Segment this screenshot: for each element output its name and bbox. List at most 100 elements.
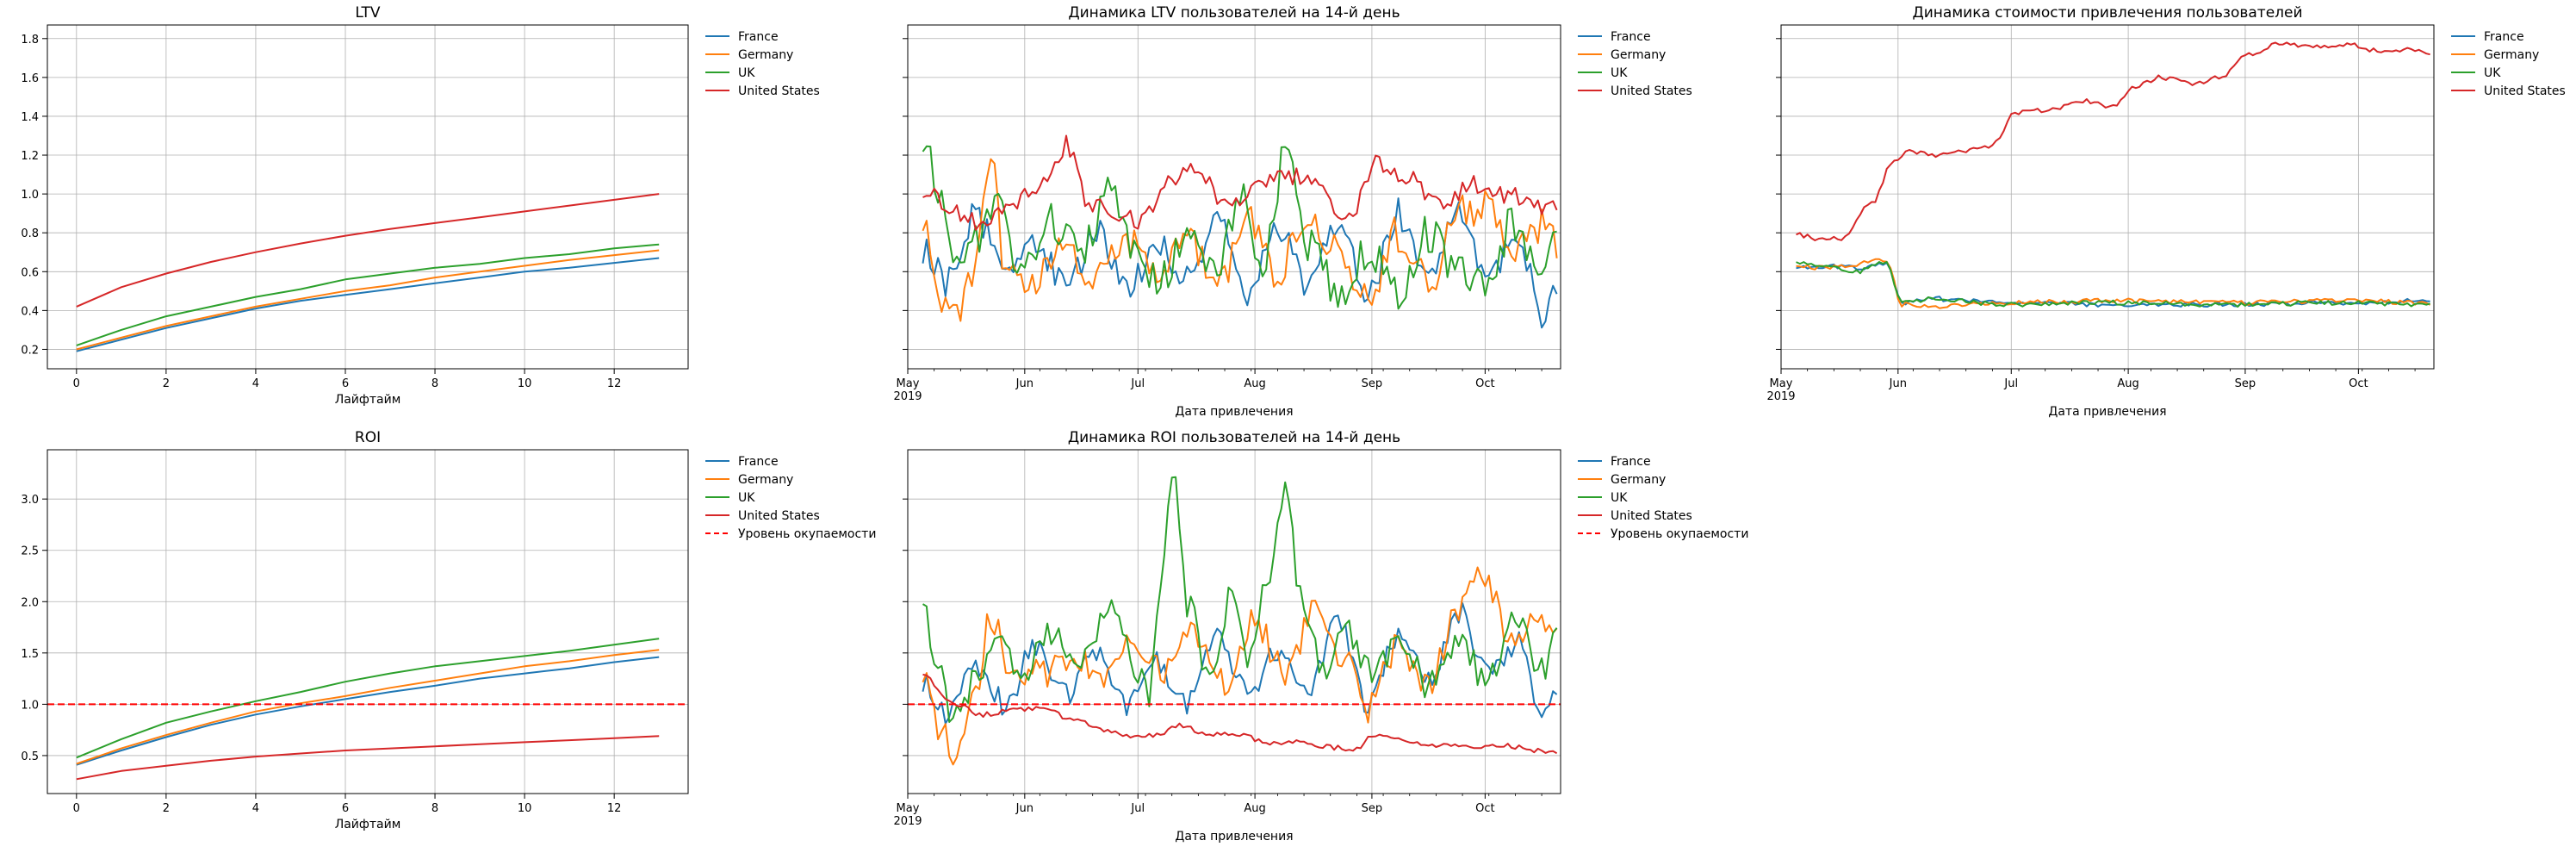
x-tick-label: 12 bbox=[607, 377, 622, 390]
legend-label: United States bbox=[2484, 84, 2566, 98]
series-line-germany bbox=[922, 158, 1558, 322]
series-line-france bbox=[922, 197, 1558, 329]
series-line-uk bbox=[1796, 261, 2430, 308]
x-tick-label: Jul bbox=[1130, 802, 1145, 815]
x-tick-label: 8 bbox=[431, 377, 438, 390]
legend: France Germany UK United States bbox=[705, 30, 820, 98]
series-group bbox=[76, 193, 660, 352]
legend-label: France bbox=[1611, 455, 1651, 469]
series-line-germany bbox=[922, 566, 1558, 766]
legend: France Germany UK United States bbox=[1578, 30, 1692, 98]
x-tick-label: 0 bbox=[73, 802, 80, 815]
x-tick-label: 0 bbox=[73, 377, 80, 390]
chart-ltv: 0 2 4 6 8 10 12 0.2 0.4 0.6 0.8 1.0 1.2 1.4 1.6 1.8 LTV Л… bbox=[21, 4, 820, 407]
y-tick-label: 1.6 bbox=[21, 72, 39, 85]
x-tick-label: 2 bbox=[163, 802, 170, 815]
series-line-uk bbox=[922, 145, 1557, 310]
chart-roi: 0 2 4 6 8 10 12 0.5 1.0 1.5 2.0 2.5 3.0 ROI Лайфтайм Fr… bbox=[21, 429, 876, 831]
x-tick-label: Jul bbox=[2003, 377, 2018, 390]
legend-label: France bbox=[1611, 30, 1651, 44]
x-tick-label: 4 bbox=[252, 377, 259, 390]
y-tick-label: 1.4 bbox=[21, 111, 39, 124]
chart-title: ROI bbox=[355, 429, 381, 446]
legend: France Germany UK United States Уровень окуп… bbox=[1578, 455, 1748, 541]
legend-label: UK bbox=[738, 66, 755, 80]
axes-frame bbox=[47, 24, 689, 370]
x-tick-label: Jun bbox=[1015, 802, 1034, 815]
x-tick-label: Sep bbox=[1362, 802, 1383, 815]
series-line-france bbox=[76, 257, 660, 352]
chart-title: Динамика стоимости привлечения пользоват… bbox=[1912, 4, 2302, 22]
series-group bbox=[1796, 41, 2431, 309]
y-tick-label: 0.5 bbox=[21, 750, 39, 763]
legend-label: France bbox=[738, 30, 779, 44]
legend-label: UK bbox=[2484, 66, 2501, 80]
x-tick-label: 6 bbox=[342, 377, 349, 390]
x-tick-label: 10 bbox=[518, 802, 532, 815]
series-line-united-states bbox=[922, 673, 1558, 755]
legend-label: Germany bbox=[738, 473, 793, 487]
y-tick-label: 0.2 bbox=[21, 344, 39, 357]
x-axis-label: Дата привлечения bbox=[1175, 405, 1293, 419]
legend: France Germany UK United States bbox=[2451, 30, 2566, 98]
chart-title: Динамика LTV пользователей на 14-й день bbox=[1068, 4, 1400, 22]
legend-label: Germany bbox=[1611, 473, 1666, 487]
x-tick-label: Sep bbox=[2235, 377, 2256, 390]
x-tick-label: May bbox=[897, 377, 920, 390]
legend-label: Germany bbox=[1611, 48, 1666, 62]
y-tick-label: 1.2 bbox=[21, 150, 39, 163]
x-axis-label: Лайфтайм bbox=[335, 393, 401, 407]
legend-label: United States bbox=[1611, 84, 1692, 98]
legend-label: Уровень окупаемости bbox=[1611, 527, 1748, 541]
x-tick-label: Aug bbox=[1244, 802, 1265, 815]
series-line-france bbox=[922, 602, 1558, 725]
x-tick-label: Jul bbox=[1130, 377, 1145, 390]
x-tick-label: May bbox=[1770, 377, 1793, 390]
x-tick-label: Aug bbox=[1244, 377, 1265, 390]
x-tick-label: 6 bbox=[342, 802, 349, 815]
y-tick-label: 3.0 bbox=[21, 494, 39, 507]
y-tick-label: 1.5 bbox=[21, 648, 39, 661]
axes-frame bbox=[907, 449, 1561, 794]
series-line-uk bbox=[76, 243, 660, 346]
series-line-united-states bbox=[922, 134, 1558, 231]
x-tick-label: 2 bbox=[163, 377, 170, 390]
legend-label: United States bbox=[1611, 509, 1692, 523]
series-line-france bbox=[76, 656, 660, 766]
x-tick-label: May bbox=[897, 802, 920, 815]
axes-frame bbox=[1780, 24, 2435, 370]
y-tick-label: 0.6 bbox=[21, 266, 39, 279]
series-line-uk bbox=[76, 638, 660, 759]
series-line-germany bbox=[1796, 258, 2431, 309]
series-line-united-states bbox=[1796, 41, 2430, 241]
x-tick-label: Oct bbox=[2349, 377, 2368, 390]
x-tick-label: Jun bbox=[1015, 377, 1034, 390]
series-line-germany bbox=[76, 249, 660, 351]
x-tick-label: Oct bbox=[1475, 802, 1494, 815]
x-axis-label: Лайфтайм bbox=[335, 818, 401, 831]
series-line-uk bbox=[922, 476, 1558, 723]
series-line-germany bbox=[76, 649, 660, 765]
legend-label: Germany bbox=[2484, 48, 2539, 62]
series-group bbox=[922, 134, 1558, 329]
y-tick-label: 1.0 bbox=[21, 189, 39, 202]
x-tick-label: Aug bbox=[2117, 377, 2138, 390]
series-group bbox=[76, 638, 660, 781]
x-tick-label: Jun bbox=[1889, 377, 1907, 390]
y-tick-label: 0.8 bbox=[21, 227, 39, 240]
legend-label: Уровень окупаемости bbox=[738, 527, 876, 541]
x-axis-label: Дата привлечения bbox=[1175, 830, 1293, 844]
axes-frame bbox=[907, 24, 1561, 370]
x-tick-label: Oct bbox=[1475, 377, 1494, 390]
x-axis-label: Дата привлечения bbox=[2048, 405, 2166, 419]
chart-title: LTV bbox=[355, 4, 381, 22]
x-tick-label: 12 bbox=[607, 802, 622, 815]
axes-frame bbox=[47, 449, 689, 794]
y-tick-label: 1.0 bbox=[21, 699, 39, 712]
legend-label: UK bbox=[1611, 491, 1628, 505]
y-tick-label: 0.4 bbox=[21, 305, 39, 318]
